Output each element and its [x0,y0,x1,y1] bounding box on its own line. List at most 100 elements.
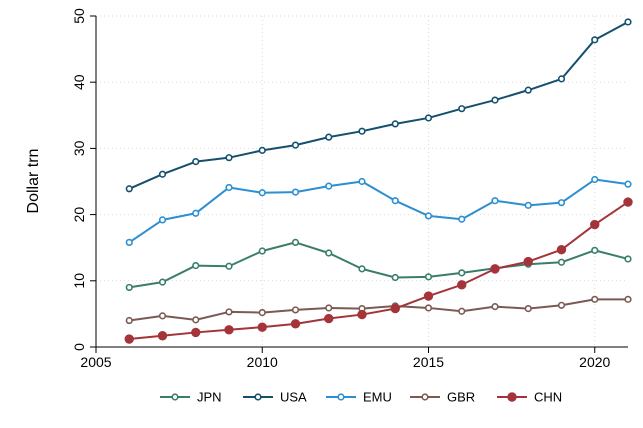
data-point [125,185,133,193]
data-point [291,188,300,196]
data-point [590,219,600,230]
data-point [225,154,233,162]
x-tick-label: 2010 [247,354,278,370]
series-emu [125,175,632,247]
data-point [192,261,200,270]
data-point [325,133,333,141]
legend-item-usa: USA [243,390,307,405]
data-point [591,246,599,254]
legend-item-emu: EMU [326,390,392,405]
ticks: 0 10 20 30 40 50 2005 2010 2015 2020 [71,8,611,370]
data-point [125,238,133,247]
data-point [624,180,632,188]
data-point [125,316,133,325]
data-point [524,201,532,209]
data-point [258,247,266,255]
legend-label: GBR [447,390,475,405]
data-point [424,273,433,281]
y-tick-label: 10 [71,273,87,289]
data-point [158,170,167,178]
data-point [158,278,167,286]
data-point [258,308,266,317]
data-point [591,36,599,44]
data-point [391,120,399,128]
data-point [325,182,333,190]
y-tick-label: 40 [71,74,87,90]
axes [95,16,628,348]
data-point [457,280,467,290]
x-tick-label: 2005 [80,354,111,370]
series-line [129,201,629,341]
data-point [291,306,300,314]
data-point [491,303,499,311]
data-point [358,265,366,273]
legend-label: EMU [363,390,392,405]
x-tick-label: 2020 [579,354,610,370]
data-point [358,127,366,135]
y-tick-label: 50 [71,8,87,24]
data-point [557,75,566,83]
data-point [290,319,301,329]
series-line [129,298,628,322]
data-point [291,141,300,149]
data-point [523,256,533,267]
data-point [224,325,234,335]
data-point [524,86,532,94]
data-point [257,322,267,332]
data-point [225,308,233,316]
data-point [391,273,399,282]
series-jpn [125,238,632,292]
data-point [591,295,599,303]
legend-marker [171,393,179,401]
data-point [157,331,168,341]
series-line [128,21,629,190]
data-point [591,175,599,184]
data-point [390,303,400,314]
data-point [391,197,399,205]
data-point [458,307,466,315]
data-point [490,264,500,274]
legend-marker [337,393,345,401]
data-point [358,177,366,186]
legend-item-gbr: GBR [410,390,475,405]
data-point [191,327,201,338]
data-point [124,334,134,344]
data-point [491,197,499,205]
data-point [192,209,200,217]
legend: JPN USA EMU GBR CHN [160,390,562,405]
data-point [556,244,567,255]
data-point [225,262,233,270]
data-point [458,105,466,113]
data-point [158,216,167,224]
data-point [557,301,566,309]
series-line [128,178,629,244]
data-point [424,304,433,312]
data-point [624,18,632,26]
data-point [258,146,266,154]
series-gbr [125,295,632,325]
legend-marker [254,393,262,401]
data-point [125,283,133,292]
data-point [325,249,333,257]
legend-label: CHN [534,390,562,405]
data-point [423,291,434,301]
legend-marker [507,392,517,402]
y-axis-title: Dollar trn [25,149,42,214]
series-layer [124,18,633,344]
data-point [458,269,466,277]
series-chn [124,197,633,344]
data-point [225,183,233,192]
x-tick-label: 2015 [413,354,444,370]
data-point [491,96,499,104]
data-point [557,199,566,207]
data-point [324,313,334,324]
data-point [624,295,632,303]
series-usa [125,18,632,193]
legend-item-chn: CHN [497,390,562,405]
legend-label: JPN [197,390,222,405]
data-point [557,258,566,266]
y-tick-label: 30 [71,140,87,156]
data-point [458,215,466,223]
data-point [424,212,433,220]
data-point [258,189,266,197]
